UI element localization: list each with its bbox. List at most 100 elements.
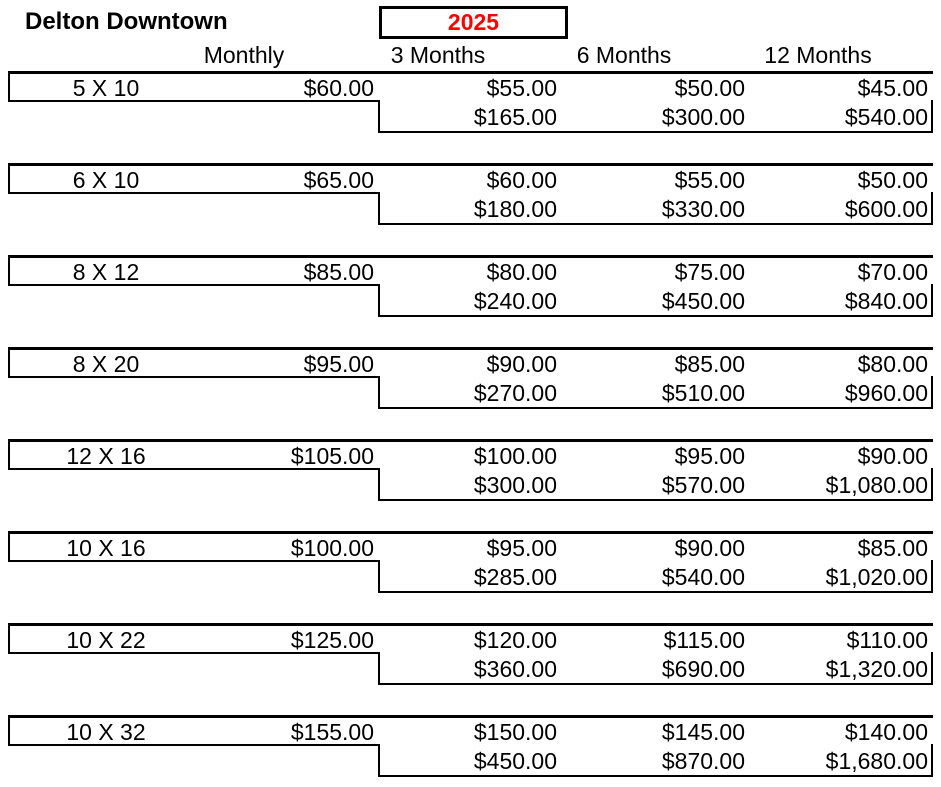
- total-6-months: $540.00: [661, 564, 745, 590]
- rate-3-months: $150.00: [473, 719, 557, 745]
- price-row-block: 10 X 16 $100.00 $95.00 $90.00 $85.00 $28…: [8, 531, 933, 594]
- rate-12-months: $110.00: [846, 627, 928, 653]
- rate-12-months: $80.00: [857, 351, 928, 377]
- total-3-months: $450.00: [473, 748, 557, 774]
- term-total-box: [378, 376, 933, 409]
- unit-size: 6 X 10: [72, 167, 140, 193]
- column-header-3-months: 3 Months: [390, 42, 486, 68]
- total-6-months: $870.00: [661, 748, 745, 774]
- unit-rate-box: [8, 71, 380, 102]
- rate-3-months: $55.00: [486, 75, 557, 101]
- total-12-months: $540.00: [844, 104, 928, 130]
- term-total-box: [378, 192, 933, 225]
- rate-6-months: $145.00: [661, 719, 745, 745]
- unit-size: 8 X 20: [72, 351, 140, 377]
- monthly-rate: $85.00: [303, 259, 374, 285]
- rate-3-months: $120.00: [473, 627, 557, 653]
- rate-12-months: $140.00: [844, 719, 928, 745]
- total-12-months: $1,320.00: [825, 656, 928, 682]
- block-top-border: [8, 347, 933, 350]
- block-top-border: [8, 163, 933, 166]
- column-header-12-months: 12 Months: [764, 42, 872, 68]
- unit-size: 8 X 12: [72, 259, 140, 285]
- total-6-months: $690.00: [661, 656, 745, 682]
- rate-3-months: $80.00: [486, 259, 557, 285]
- unit-size: 10 X 32: [66, 719, 146, 745]
- total-6-months: $330.00: [661, 196, 745, 222]
- block-top-border: [8, 439, 933, 442]
- rate-6-months: $75.00: [674, 259, 745, 285]
- total-12-months: $1,080.00: [825, 472, 928, 498]
- monthly-rate: $105.00: [290, 443, 374, 469]
- unit-rate-box: [8, 439, 380, 470]
- rate-12-months: $50.00: [857, 167, 928, 193]
- total-6-months: $570.00: [661, 472, 745, 498]
- total-3-months: $285.00: [473, 564, 557, 590]
- block-top-border: [8, 623, 933, 626]
- term-total-box: [378, 100, 933, 133]
- column-header-6-months: 6 Months: [576, 42, 672, 68]
- year-box: 2025: [379, 6, 568, 39]
- rate-6-months: $85.00: [674, 351, 745, 377]
- price-row-block: 8 X 20 $95.00 $90.00 $85.00 $80.00 $270.…: [8, 347, 933, 410]
- term-total-box: [378, 560, 933, 593]
- total-6-months: $300.00: [661, 104, 745, 130]
- unit-rate-box: [8, 255, 380, 286]
- unit-size: 10 X 16: [66, 535, 146, 561]
- price-row-block: 8 X 12 $85.00 $80.00 $75.00 $70.00 $240.…: [8, 255, 933, 318]
- unit-rate-box: [8, 531, 380, 562]
- total-3-months: $300.00: [473, 472, 557, 498]
- rate-3-months: $90.00: [486, 351, 557, 377]
- column-header-monthly: Monthly: [203, 42, 285, 68]
- rate-3-months: $95.00: [486, 535, 557, 561]
- term-total-box: [378, 744, 933, 777]
- total-12-months: $1,020.00: [825, 564, 928, 590]
- price-row-block: 10 X 32 $155.00 $150.00 $145.00 $140.00 …: [8, 715, 933, 778]
- rate-3-months: $100.00: [473, 443, 557, 469]
- total-12-months: $840.00: [844, 288, 928, 314]
- unit-rate-box: [8, 623, 380, 654]
- rate-6-months: $95.00: [674, 443, 745, 469]
- unit-size: 12 X 16: [66, 443, 146, 469]
- rate-6-months: $115.00: [663, 627, 745, 653]
- total-12-months: $600.00: [844, 196, 928, 222]
- unit-rate-box: [8, 715, 380, 746]
- page-title: Delton Downtown: [25, 8, 228, 35]
- total-3-months: $180.00: [473, 196, 557, 222]
- monthly-rate: $100.00: [290, 535, 374, 561]
- term-total-box: [378, 284, 933, 317]
- unit-size: 5 X 10: [72, 75, 140, 101]
- rate-3-months: $60.00: [486, 167, 557, 193]
- block-top-border: [8, 715, 933, 718]
- term-total-box: [378, 468, 933, 501]
- total-3-months: $165.00: [473, 104, 557, 130]
- price-row-block: 10 X 22 $125.00 $120.00 $115.00 $110.00 …: [8, 623, 933, 686]
- rate-12-months: $85.00: [857, 535, 928, 561]
- monthly-rate: $155.00: [290, 719, 374, 745]
- block-top-border: [8, 71, 933, 74]
- term-total-box: [378, 652, 933, 685]
- monthly-rate: $65.00: [303, 167, 374, 193]
- rate-12-months: $45.00: [857, 75, 928, 101]
- rate-12-months: $90.00: [857, 443, 928, 469]
- price-row-block: 6 X 10 $65.00 $60.00 $55.00 $50.00 $180.…: [8, 163, 933, 226]
- block-top-border: [8, 255, 933, 258]
- total-12-months: $1,680.00: [825, 748, 928, 774]
- rate-6-months: $55.00: [674, 167, 745, 193]
- rate-6-months: $90.00: [674, 535, 745, 561]
- unit-rate-box: [8, 347, 380, 378]
- unit-rate-box: [8, 163, 380, 194]
- year-value: 2025: [447, 9, 500, 35]
- total-6-months: $450.00: [661, 288, 745, 314]
- unit-size: 10 X 22: [66, 627, 146, 653]
- total-3-months: $360.00: [473, 656, 557, 682]
- rate-12-months: $70.00: [857, 259, 928, 285]
- monthly-rate: $60.00: [303, 75, 374, 101]
- block-top-border: [8, 531, 933, 534]
- total-3-months: $270.00: [473, 380, 557, 406]
- total-3-months: $240.00: [473, 288, 557, 314]
- monthly-rate: $125.00: [290, 627, 374, 653]
- rate-6-months: $50.00: [674, 75, 745, 101]
- total-6-months: $510.00: [661, 380, 745, 406]
